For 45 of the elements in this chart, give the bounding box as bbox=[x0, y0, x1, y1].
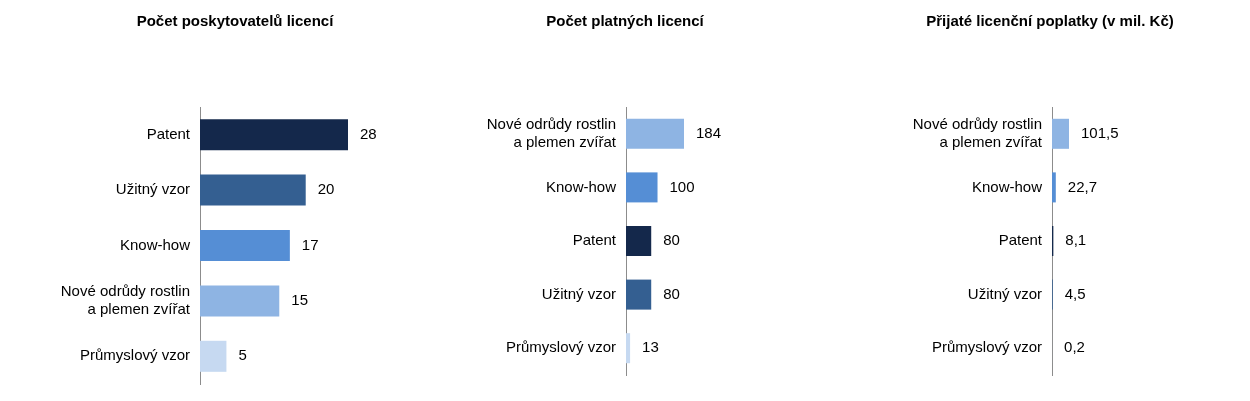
data-label: 101,5 bbox=[1081, 123, 1119, 141]
bar bbox=[626, 225, 652, 257]
chart-title: Počet platných licencí bbox=[545, 12, 705, 29]
data-label: 22,7 bbox=[1067, 177, 1098, 195]
data-label: 80 bbox=[663, 231, 680, 249]
chart-title: Počet poskytovatelů licencí bbox=[135, 12, 335, 29]
y-tick-label: Užitný vzor bbox=[541, 284, 616, 302]
bar bbox=[200, 229, 290, 262]
y-tick-label: Know-how bbox=[971, 177, 1043, 195]
bar bbox=[626, 118, 684, 149]
bar bbox=[626, 279, 652, 310]
data-label: 28 bbox=[360, 124, 377, 142]
data-label: 0,2 bbox=[1064, 338, 1085, 356]
y-tick-label: Průmyslový vzor bbox=[931, 338, 1042, 356]
y-tick-label: Patent bbox=[146, 124, 191, 142]
y-tick-label: Nové odrůdy rostlin a plemen zvířat bbox=[60, 282, 191, 318]
bar bbox=[626, 333, 631, 364]
bar bbox=[200, 340, 227, 372]
data-label: 5 bbox=[238, 346, 247, 364]
y-tick-label: Know-how bbox=[545, 177, 617, 195]
y-tick-label: Průmyslový vzor bbox=[79, 346, 190, 364]
bar bbox=[626, 172, 658, 203]
data-label: 4,5 bbox=[1064, 284, 1086, 302]
y-tick-label: Patent bbox=[998, 231, 1043, 249]
bar bbox=[200, 119, 348, 151]
bar bbox=[200, 174, 306, 206]
bar bbox=[200, 285, 280, 317]
y-tick-label: Nové odrůdy rostlin a plemen zvířat bbox=[486, 114, 617, 150]
y-tick-label: Užitný vzor bbox=[115, 180, 190, 198]
bar bbox=[1052, 172, 1056, 203]
y-tick-label: Užitný vzor bbox=[967, 284, 1042, 302]
chart-title: Přijaté licenční poplatky (v mil. Kč) bbox=[925, 12, 1175, 29]
data-label: 20 bbox=[317, 180, 335, 198]
y-tick-label: Průmyslový vzor bbox=[505, 338, 616, 356]
data-label: 184 bbox=[696, 123, 722, 141]
y-tick-label: Patent bbox=[572, 231, 617, 249]
data-label: 80 bbox=[663, 284, 680, 302]
bar bbox=[1052, 118, 1069, 149]
data-label: 17 bbox=[301, 235, 319, 253]
data-label: 8,1 bbox=[1065, 231, 1087, 249]
data-label: 15 bbox=[291, 291, 308, 309]
y-tick-label: Nové odrůdy rostlin a plemen zvířat bbox=[912, 114, 1043, 150]
data-label: 100 bbox=[669, 177, 695, 195]
data-label: 13 bbox=[642, 338, 659, 356]
y-tick-label: Know-how bbox=[119, 235, 191, 253]
